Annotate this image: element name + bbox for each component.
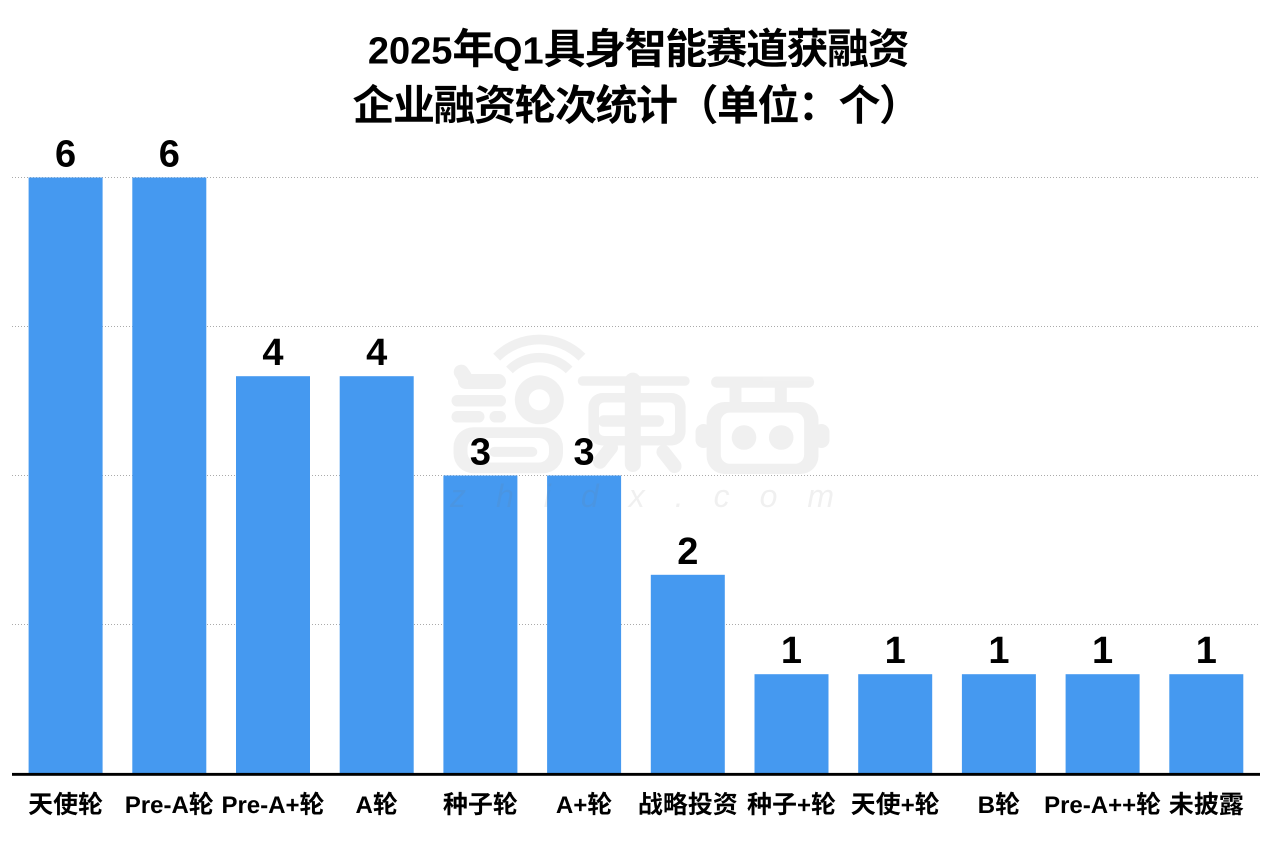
svg-text:1: 1 [1196, 630, 1217, 672]
svg-text:1: 1 [781, 630, 802, 672]
svg-text:4: 4 [262, 332, 283, 374]
svg-text:6: 6 [159, 134, 180, 176]
svg-text:3: 3 [470, 432, 491, 474]
svg-text:1: 1 [885, 630, 906, 672]
svg-text:zhidx.com: zhidx.com [449, 478, 864, 514]
svg-text:4: 4 [366, 332, 387, 374]
svg-text:2: 2 [677, 531, 698, 573]
svg-text:1: 1 [1092, 630, 1113, 672]
svg-text:3: 3 [574, 432, 595, 474]
svg-text:6: 6 [55, 134, 76, 176]
svg-text:1: 1 [988, 630, 1009, 672]
